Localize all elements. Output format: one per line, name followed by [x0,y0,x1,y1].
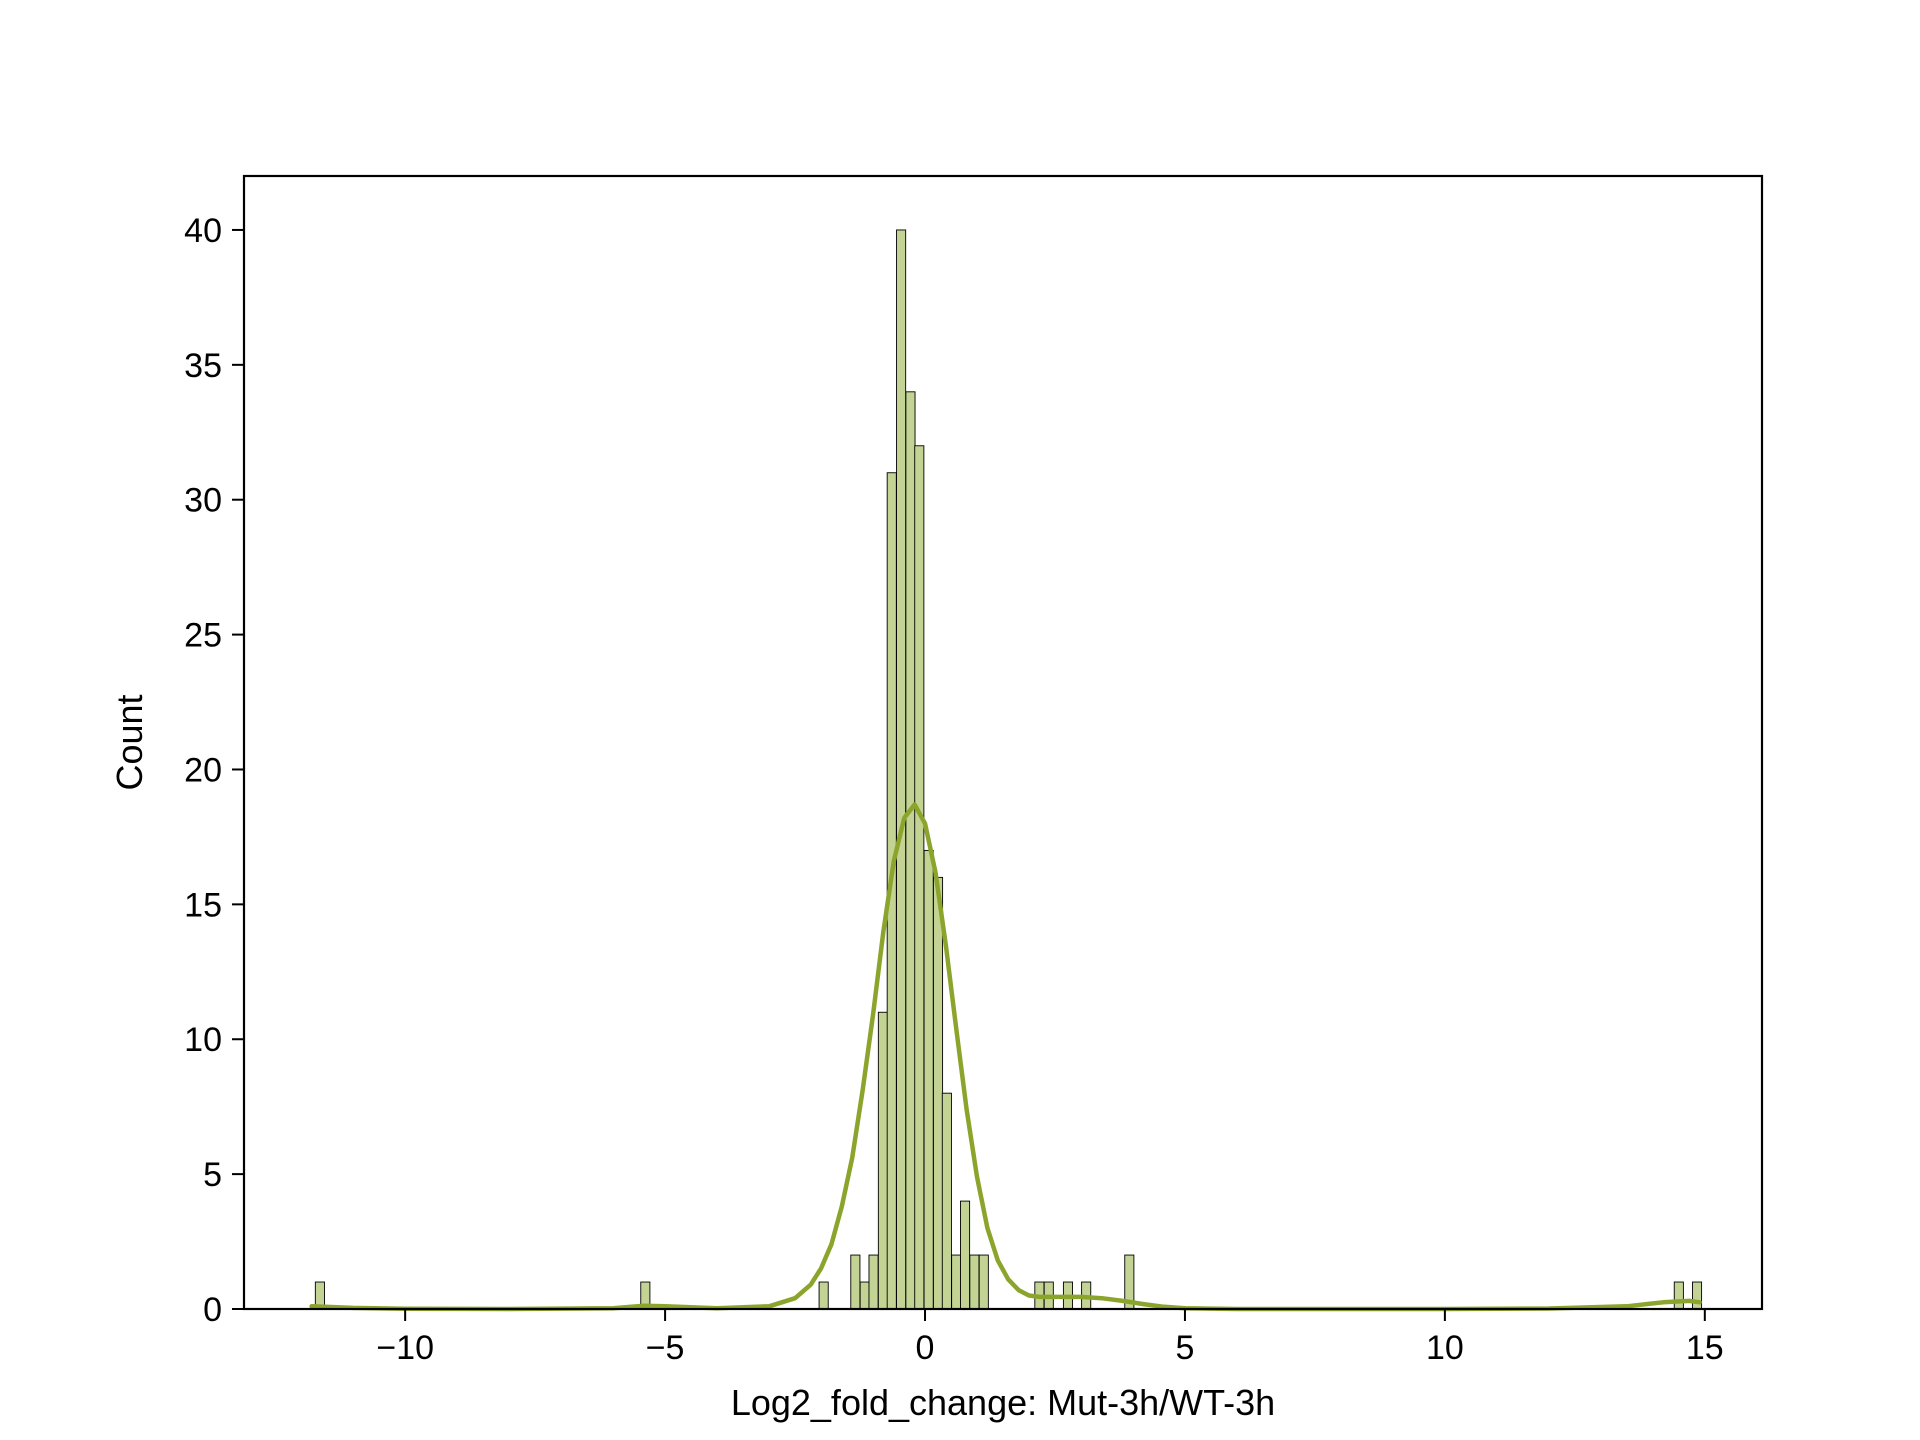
histogram-bar [868,1254,879,1310]
histogram-bar [1691,1281,1703,1310]
histogram-bar [969,1254,980,1310]
histogram-bars [314,229,1703,1310]
histogram-bar [859,1281,870,1310]
histogram-bar [914,445,925,1310]
histogram-bar [1673,1281,1684,1310]
y-tick-label: 40 [184,212,222,250]
x-axis-ticks: −10 −5 0 5 10 15 [376,1309,1724,1367]
histogram-bar [960,1200,971,1310]
histogram-bar [941,1092,952,1310]
histogram-bar [978,1254,989,1310]
histogram-bar [951,1254,962,1310]
y-tick-label: 25 [184,617,222,655]
x-tick-label: 15 [1686,1329,1724,1367]
kde-curve [309,802,1702,1312]
histogram-bar [818,1281,829,1310]
histogram-bar [932,876,944,1310]
histogram-bar [850,1254,861,1310]
histogram-bar [896,229,907,1310]
y-tick-label: 5 [203,1156,222,1194]
y-tick-label: 20 [184,751,222,789]
y-axis-label: Count [109,694,150,790]
histogram-bar [923,849,934,1310]
y-axis-ticks: 0 5 10 15 20 25 30 35 40 [184,212,244,1329]
y-tick-label: 35 [184,347,222,385]
x-tick-label: 10 [1426,1329,1464,1367]
histogram-bar [905,391,916,1310]
x-tick-label: −5 [646,1329,685,1367]
plot-frame [242,174,1764,1311]
y-tick-label: 10 [184,1021,222,1059]
x-axis-label: Log2_fold_change: Mut-3h/WT-3h [731,1382,1275,1423]
y-tick-label: 15 [184,886,222,924]
histogram-bar [877,1011,888,1310]
x-tick-label: 0 [916,1329,935,1367]
x-tick-label: 5 [1175,1329,1194,1367]
x-tick-label: −10 [376,1329,434,1367]
y-tick-label: 0 [203,1291,222,1329]
y-tick-label: 30 [184,482,222,520]
